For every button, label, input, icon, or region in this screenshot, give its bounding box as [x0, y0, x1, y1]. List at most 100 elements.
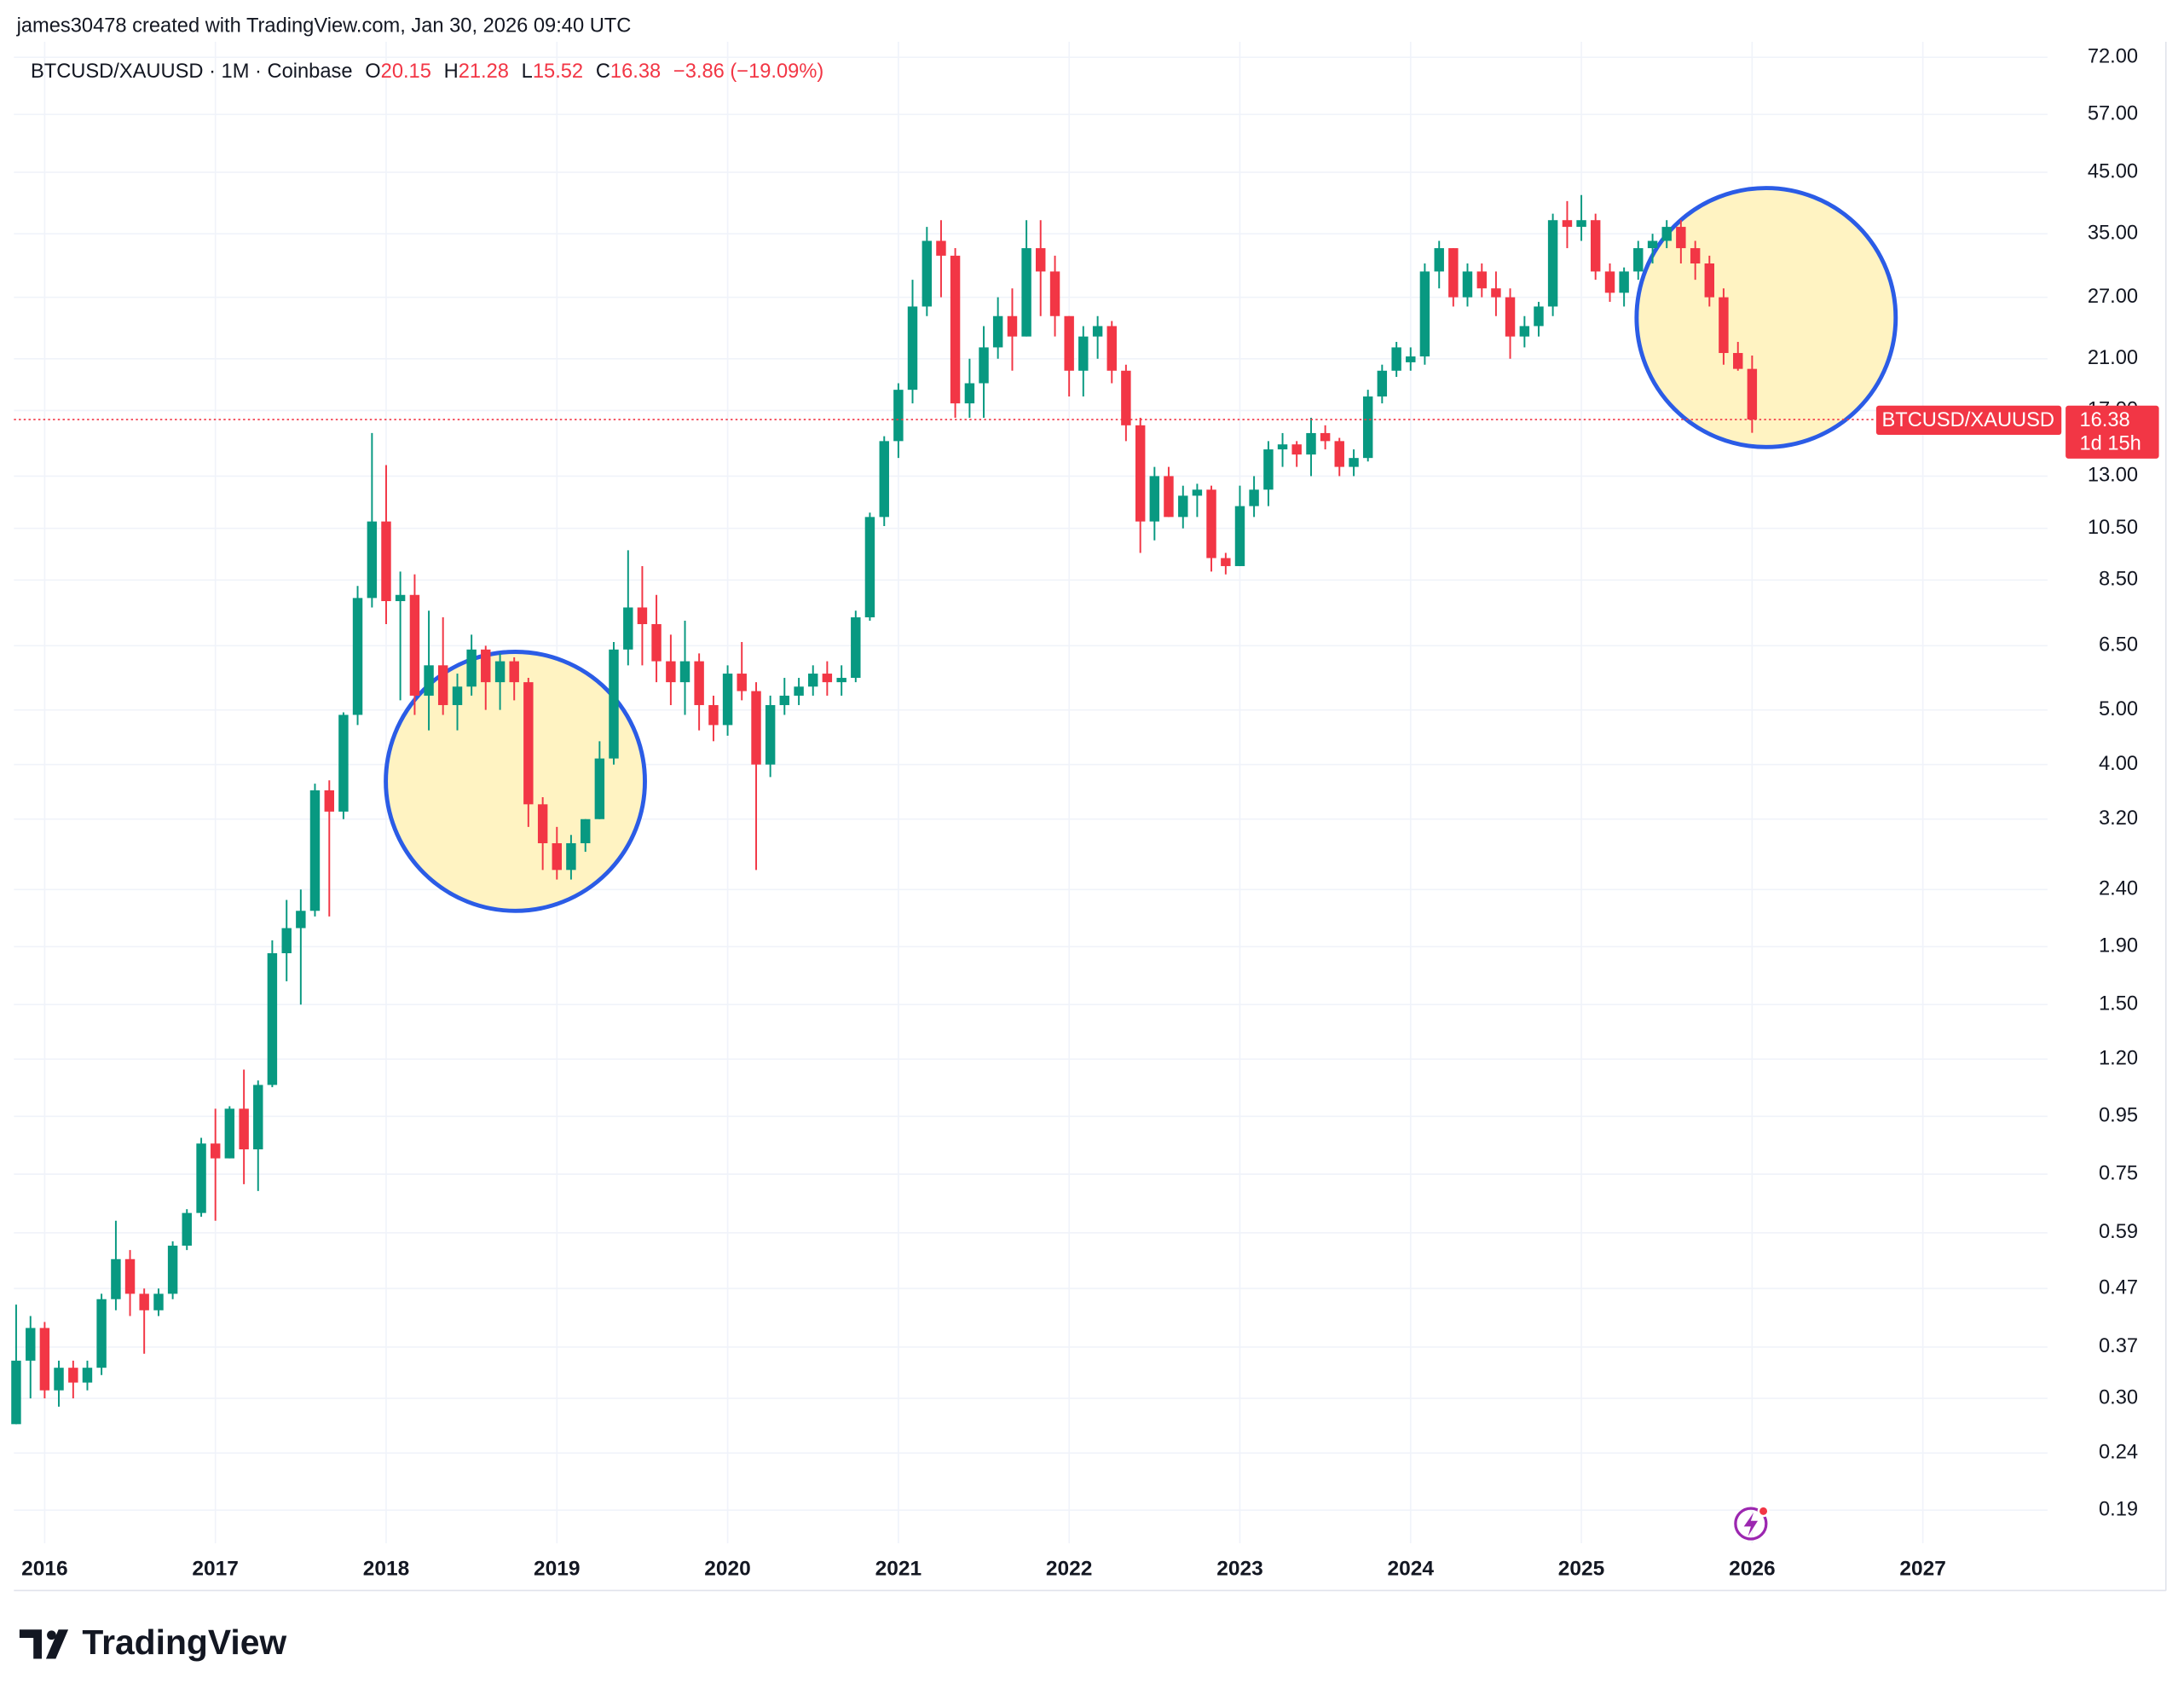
- candle-body: [1633, 248, 1644, 272]
- candle-body: [679, 661, 690, 683]
- candle-body: [1021, 248, 1031, 337]
- candle-body: [851, 617, 861, 679]
- candle-body: [1647, 240, 1658, 249]
- candle-body: [950, 255, 961, 404]
- candle-body: [1249, 489, 1259, 506]
- ohlc-value: 16.38: [610, 61, 661, 83]
- candle-body: [1676, 227, 1686, 249]
- icon-dot: [1757, 1505, 1770, 1518]
- candle-body: [651, 624, 662, 662]
- attribution: james30478 created with TradingView.com,…: [16, 14, 632, 37]
- candle-body: [1362, 396, 1373, 459]
- candle-body: [594, 758, 605, 819]
- candle-body: [1106, 326, 1117, 371]
- candle-body: [609, 649, 619, 759]
- candle-body: [1434, 248, 1444, 272]
- candle-body: [1221, 558, 1231, 566]
- candle-body: [338, 714, 349, 812]
- change: −3.86 (−19.09%): [673, 61, 823, 83]
- y-tick-label: 45.00: [2088, 160, 2138, 182]
- candle-body: [239, 1108, 249, 1150]
- candle-body: [1719, 297, 1729, 354]
- candle-body: [1690, 248, 1701, 264]
- x-tick-label: 2026: [1729, 1557, 1776, 1580]
- candle-body: [253, 1085, 263, 1150]
- candle-body: [1092, 326, 1103, 337]
- candle-body: [751, 691, 761, 765]
- candle-body: [1590, 220, 1601, 272]
- candle-body: [395, 594, 406, 602]
- candle-body: [737, 674, 747, 691]
- ohlc-value: 20.15: [381, 61, 431, 83]
- candle-body: [437, 665, 448, 705]
- candle-body: [779, 695, 789, 705]
- candle-body: [1135, 425, 1146, 522]
- candle-body: [111, 1258, 121, 1299]
- y-tick-label: 0.59: [2099, 1221, 2138, 1243]
- candle-body: [694, 661, 704, 705]
- highlight-circle: [1634, 186, 1898, 449]
- candle-body: [1547, 220, 1558, 307]
- candles: [11, 194, 1758, 1425]
- candle-body: [296, 911, 306, 928]
- candle-body: [1619, 271, 1629, 293]
- price-tag-value: 16.38: [2079, 409, 2129, 431]
- candle-body: [864, 517, 875, 618]
- candle-body: [581, 819, 591, 843]
- candle-body: [936, 240, 946, 256]
- y-tick-label: 57.00: [2088, 102, 2138, 124]
- y-tick-label: 0.24: [2099, 1441, 2138, 1463]
- ohlc-letter: O: [365, 61, 380, 83]
- candle-body: [708, 704, 719, 726]
- candle-body: [523, 682, 534, 805]
- y-tick-label: 21.00: [2088, 347, 2138, 369]
- candle-body: [822, 674, 833, 683]
- candle-body: [1349, 458, 1359, 467]
- candle-body: [765, 704, 776, 765]
- x-tick-label: 2027: [1899, 1557, 1946, 1580]
- candle-body: [1519, 326, 1530, 337]
- candle-body: [907, 306, 918, 390]
- icon-ring: [1734, 1507, 1768, 1541]
- candle-body: [39, 1328, 50, 1391]
- candle-body: [367, 521, 378, 599]
- candle-body: [309, 790, 321, 911]
- candle-body: [1576, 220, 1586, 228]
- y-tick-label: 35.00: [2088, 222, 2138, 244]
- y-tick-label: 72.00: [2088, 45, 2138, 67]
- candle-body: [267, 953, 278, 1085]
- candle-body: [54, 1368, 64, 1391]
- x-tick-label: 2019: [534, 1557, 581, 1580]
- x-tick-label: 2025: [1558, 1557, 1605, 1580]
- x-tick-label: 2020: [704, 1557, 751, 1580]
- candle-body: [1206, 489, 1216, 558]
- ohlc-value: 21.28: [459, 61, 509, 83]
- y-tick-label: 1.50: [2099, 992, 2138, 1015]
- candle-body: [424, 665, 434, 696]
- y-tick-label: 0.95: [2099, 1105, 2138, 1127]
- price-tag-countdown: 1d 15h: [2079, 433, 2141, 455]
- candle-body: [637, 607, 648, 625]
- candle-body: [992, 315, 1003, 348]
- replay-icon[interactable]: [1734, 1505, 1770, 1541]
- candle-body: [1149, 476, 1160, 522]
- symbol-tag-label: BTCUSD/XAUUSD: [1881, 409, 2054, 431]
- candle-body: [82, 1368, 93, 1383]
- candle-body: [196, 1143, 206, 1213]
- candle-body: [1448, 248, 1459, 298]
- candle-body: [1192, 489, 1203, 496]
- candle-body: [808, 674, 818, 687]
- candle-body: [381, 521, 391, 602]
- symbol-info: BTCUSD/XAUUSD · 1M · Coinbase: [31, 61, 353, 83]
- y-tick-label: 5.00: [2099, 698, 2138, 720]
- candle-body: [566, 842, 576, 871]
- candle-body: [481, 649, 491, 683]
- y-tick-label: 0.37: [2099, 1335, 2138, 1357]
- candle-body: [153, 1293, 164, 1310]
- x-tick-label: 2017: [192, 1557, 239, 1580]
- y-tick-label: 2.40: [2099, 878, 2138, 900]
- highlight-circle: [384, 650, 647, 913]
- x-tick-label: 2016: [21, 1557, 68, 1580]
- candle-body: [1263, 449, 1274, 490]
- candle-body: [722, 674, 733, 726]
